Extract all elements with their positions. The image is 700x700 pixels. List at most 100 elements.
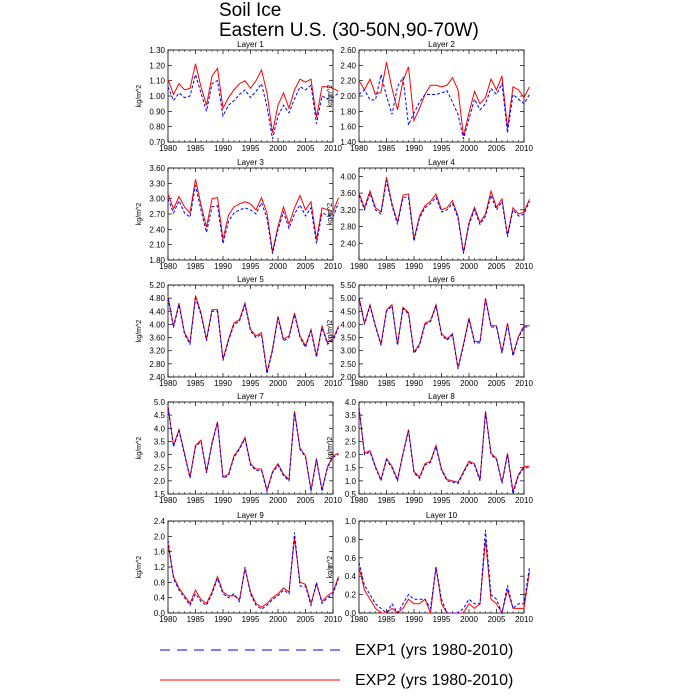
y-tick-label: 1.30 — [149, 46, 165, 55]
y-tick-label: 3.0 — [345, 424, 357, 433]
x-tick-label: 2005 — [488, 615, 506, 624]
y-tick-label: 0.8 — [345, 535, 357, 544]
y-tick-label: 1.60 — [340, 123, 356, 132]
y-tick-label: 0.70 — [149, 138, 165, 147]
plot-frame — [167, 284, 334, 378]
x-tick-label: 2000 — [269, 496, 287, 505]
series-exp2 — [167, 63, 339, 133]
y-axis-label: kg/m^2 — [136, 85, 143, 107]
y-tick-label: 2.70 — [149, 210, 165, 219]
x-tick-label: 1995 — [433, 615, 451, 624]
y-tick-label: 3.60 — [149, 164, 165, 173]
y-axis-label: kg/m^2 — [327, 203, 334, 225]
x-tick-label: 2005 — [297, 144, 315, 153]
chart-layer-7: Layer 7 1980 1985 1990 1995 2000 2005 2010 1.5 2.… — [136, 392, 342, 505]
x-tick-label: 2005 — [297, 496, 315, 505]
plot-frame — [358, 401, 525, 495]
y-tick-label: 2.60 — [340, 46, 356, 55]
y-tick-label: 1.6 — [154, 548, 166, 557]
plot-frame — [167, 401, 334, 495]
legend: EXP1 (yrs 1980-2010) EXP2 (yrs 1980-2010) — [160, 642, 513, 689]
x-tick-label: 1985 — [378, 379, 396, 388]
y-tick-label: 2.0 — [154, 532, 166, 541]
x-tick-label: 2000 — [460, 262, 478, 271]
y-tick-label: 0.8 — [154, 578, 166, 587]
x-tick-label: 2000 — [269, 262, 287, 271]
x-tick-label: 2000 — [460, 379, 478, 388]
y-tick-label: 1.0 — [345, 477, 357, 486]
x-tick-label: 1985 — [187, 379, 205, 388]
y-tick-label: 2.5 — [345, 437, 357, 446]
x-tick-label: 1980 — [350, 615, 368, 624]
x-tick-label: 1990 — [214, 615, 232, 624]
y-tick-label: 3.0 — [154, 451, 166, 460]
x-tick-label: 1995 — [242, 615, 260, 624]
plot-frame — [167, 49, 334, 143]
y-tick-label: 3.60 — [340, 189, 356, 198]
chart-layer-4: Layer 4 1980 1985 1990 1995 2000 2005 2010 2.40 2… — [327, 158, 533, 271]
y-axis-label: kg/m^2 — [136, 437, 143, 459]
x-tick-label: 1980 — [350, 144, 368, 153]
y-tick-label: 2.40 — [340, 61, 356, 70]
x-tick-label: 2000 — [460, 496, 478, 505]
x-tick-label: 2005 — [488, 262, 506, 271]
y-tick-label: 1.10 — [149, 77, 165, 86]
series-exp2 — [167, 295, 339, 373]
x-tick-label: 2005 — [297, 615, 315, 624]
plot-frame — [167, 167, 334, 261]
x-tick-label: 1980 — [350, 379, 368, 388]
y-tick-label: 2.5 — [154, 464, 166, 473]
series-exp1 — [358, 407, 530, 495]
y-tick-label: 2.10 — [149, 241, 165, 250]
panel-title: Layer 1 — [237, 40, 264, 49]
x-tick-label: 1985 — [187, 496, 205, 505]
x-tick-label: 2005 — [488, 144, 506, 153]
y-tick-label: 4.50 — [340, 307, 356, 316]
y-tick-label: 3.5 — [345, 411, 357, 420]
x-tick-label: 1980 — [159, 262, 177, 271]
y-tick-label: 3.00 — [149, 195, 165, 204]
y-tick-label: 2.20 — [340, 77, 356, 86]
chart-layer-5: Layer 5 1980 1985 1990 1995 2000 2005 2010 2.40 2… — [136, 275, 342, 388]
chart-layer-3: Layer 3 1980 1985 1990 1995 2000 2005 2010 1.80 2… — [136, 158, 342, 271]
x-tick-label: 1990 — [214, 144, 232, 153]
series-exp2 — [358, 62, 530, 136]
x-tick-label: 1990 — [214, 496, 232, 505]
x-tick-label: 2010 — [324, 262, 342, 271]
x-tick-label: 1985 — [187, 262, 205, 271]
panel-title: Layer 2 — [428, 40, 455, 49]
x-tick-label: 2010 — [515, 615, 533, 624]
y-tick-label: 2.80 — [340, 223, 356, 232]
x-tick-label: 1980 — [159, 615, 177, 624]
x-tick-label: 2000 — [460, 615, 478, 624]
series-exp2 — [167, 405, 339, 492]
x-tick-label: 2000 — [269, 379, 287, 388]
y-tick-label: 0.2 — [345, 591, 357, 600]
series-exp2 — [358, 177, 530, 253]
series-exp1 — [358, 298, 530, 370]
legend-label-1: EXP1 (yrs 1980-2010) — [355, 642, 513, 659]
series-exp1 — [358, 530, 530, 615]
x-tick-label: 1995 — [242, 379, 260, 388]
x-tick-label: 1985 — [378, 262, 396, 271]
x-tick-label: 2005 — [297, 262, 315, 271]
series-exp2 — [358, 408, 530, 492]
panel-title: Layer 7 — [237, 392, 264, 401]
y-tick-label: 2.80 — [149, 360, 165, 369]
y-tick-label: 5.0 — [154, 398, 166, 407]
y-tick-label: 2.00 — [340, 92, 356, 101]
y-tick-label: 4.00 — [340, 320, 356, 329]
chart-layer-1: Layer 1 1980 1985 1990 1995 2000 2005 2010 0.70 0… — [136, 40, 342, 153]
x-tick-label: 1985 — [187, 615, 205, 624]
panel-title: Layer 4 — [428, 158, 455, 167]
series-exp1 — [167, 407, 339, 494]
x-tick-label: 1985 — [378, 144, 396, 153]
panel-title: Layer 8 — [428, 392, 455, 401]
x-tick-label: 1985 — [187, 144, 205, 153]
legend-label-2: EXP2 (yrs 1980-2010) — [355, 672, 513, 689]
x-tick-label: 2010 — [324, 496, 342, 505]
x-tick-label: 1980 — [159, 144, 177, 153]
y-tick-label: 4.0 — [154, 424, 166, 433]
